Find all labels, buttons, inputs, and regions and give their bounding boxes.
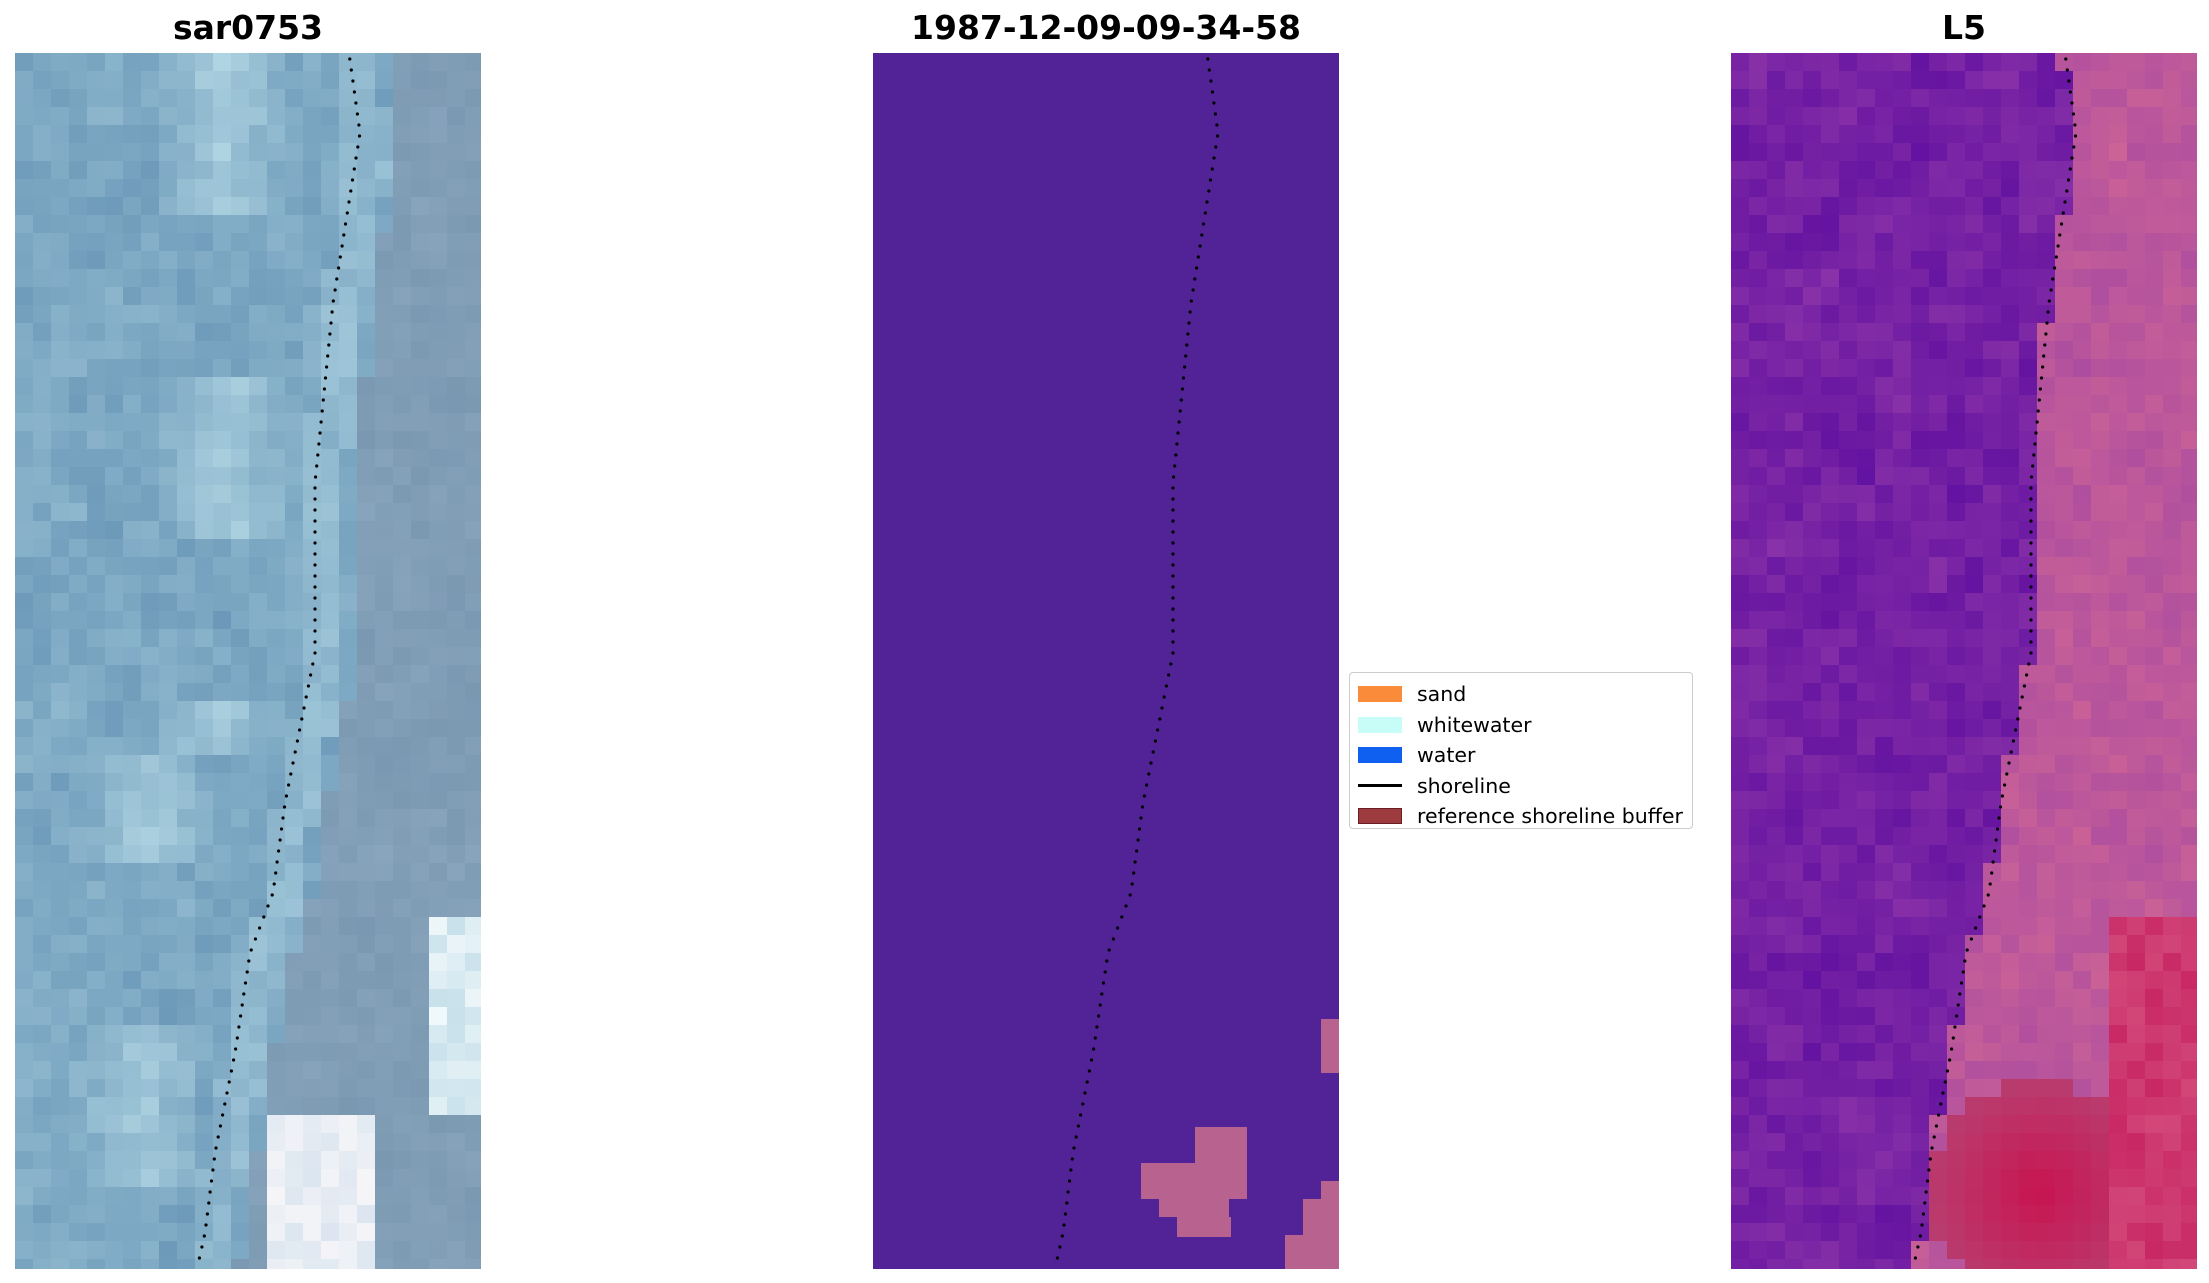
- legend-swatch-whitewater: [1358, 716, 1402, 733]
- legend-swatch-water: [1358, 747, 1402, 764]
- legend-line-shoreline: [1358, 784, 1402, 788]
- index-image-panel: [1731, 53, 2197, 1269]
- shoreline-dots: [197, 57, 362, 1260]
- shoreline-dots: [1913, 57, 2078, 1260]
- rgb-image-panel: [15, 53, 481, 1269]
- legend-item-shoreline: shoreline: [1358, 771, 1684, 802]
- panel-title-mndwi: L5: [1942, 8, 1986, 47]
- legend-label-whitewater: whitewater: [1417, 712, 1532, 737]
- legend-label-reference-buffer: reference shoreline buffer: [1417, 804, 1683, 829]
- shoreline-dots: [1055, 57, 1220, 1260]
- classified-image-panel: [873, 53, 1339, 1269]
- legend: sand whitewater water shoreline referenc…: [1349, 672, 1693, 829]
- rgb-pixels: [15, 53, 481, 1269]
- panel-title-classified: 1987-12-09-09-34-58: [911, 8, 1301, 47]
- legend-label-shoreline: shoreline: [1417, 773, 1511, 798]
- legend-item-water: water: [1358, 740, 1684, 771]
- legend-swatch-reference-buffer: [1358, 808, 1402, 825]
- index-pixels: [1731, 53, 2197, 1269]
- legend-label-sand: sand: [1417, 682, 1467, 707]
- legend-item-whitewater: whitewater: [1358, 710, 1684, 741]
- classified-background: [873, 53, 1339, 1269]
- panel-title-rgb: sar0753: [172, 8, 324, 47]
- legend-label-water: water: [1417, 743, 1476, 768]
- legend-item-sand: sand: [1358, 679, 1684, 710]
- legend-item-reference-buffer: reference shoreline buffer: [1358, 801, 1684, 832]
- buffer-blobs: [1141, 1019, 1339, 1269]
- legend-swatch-sand: [1358, 686, 1402, 703]
